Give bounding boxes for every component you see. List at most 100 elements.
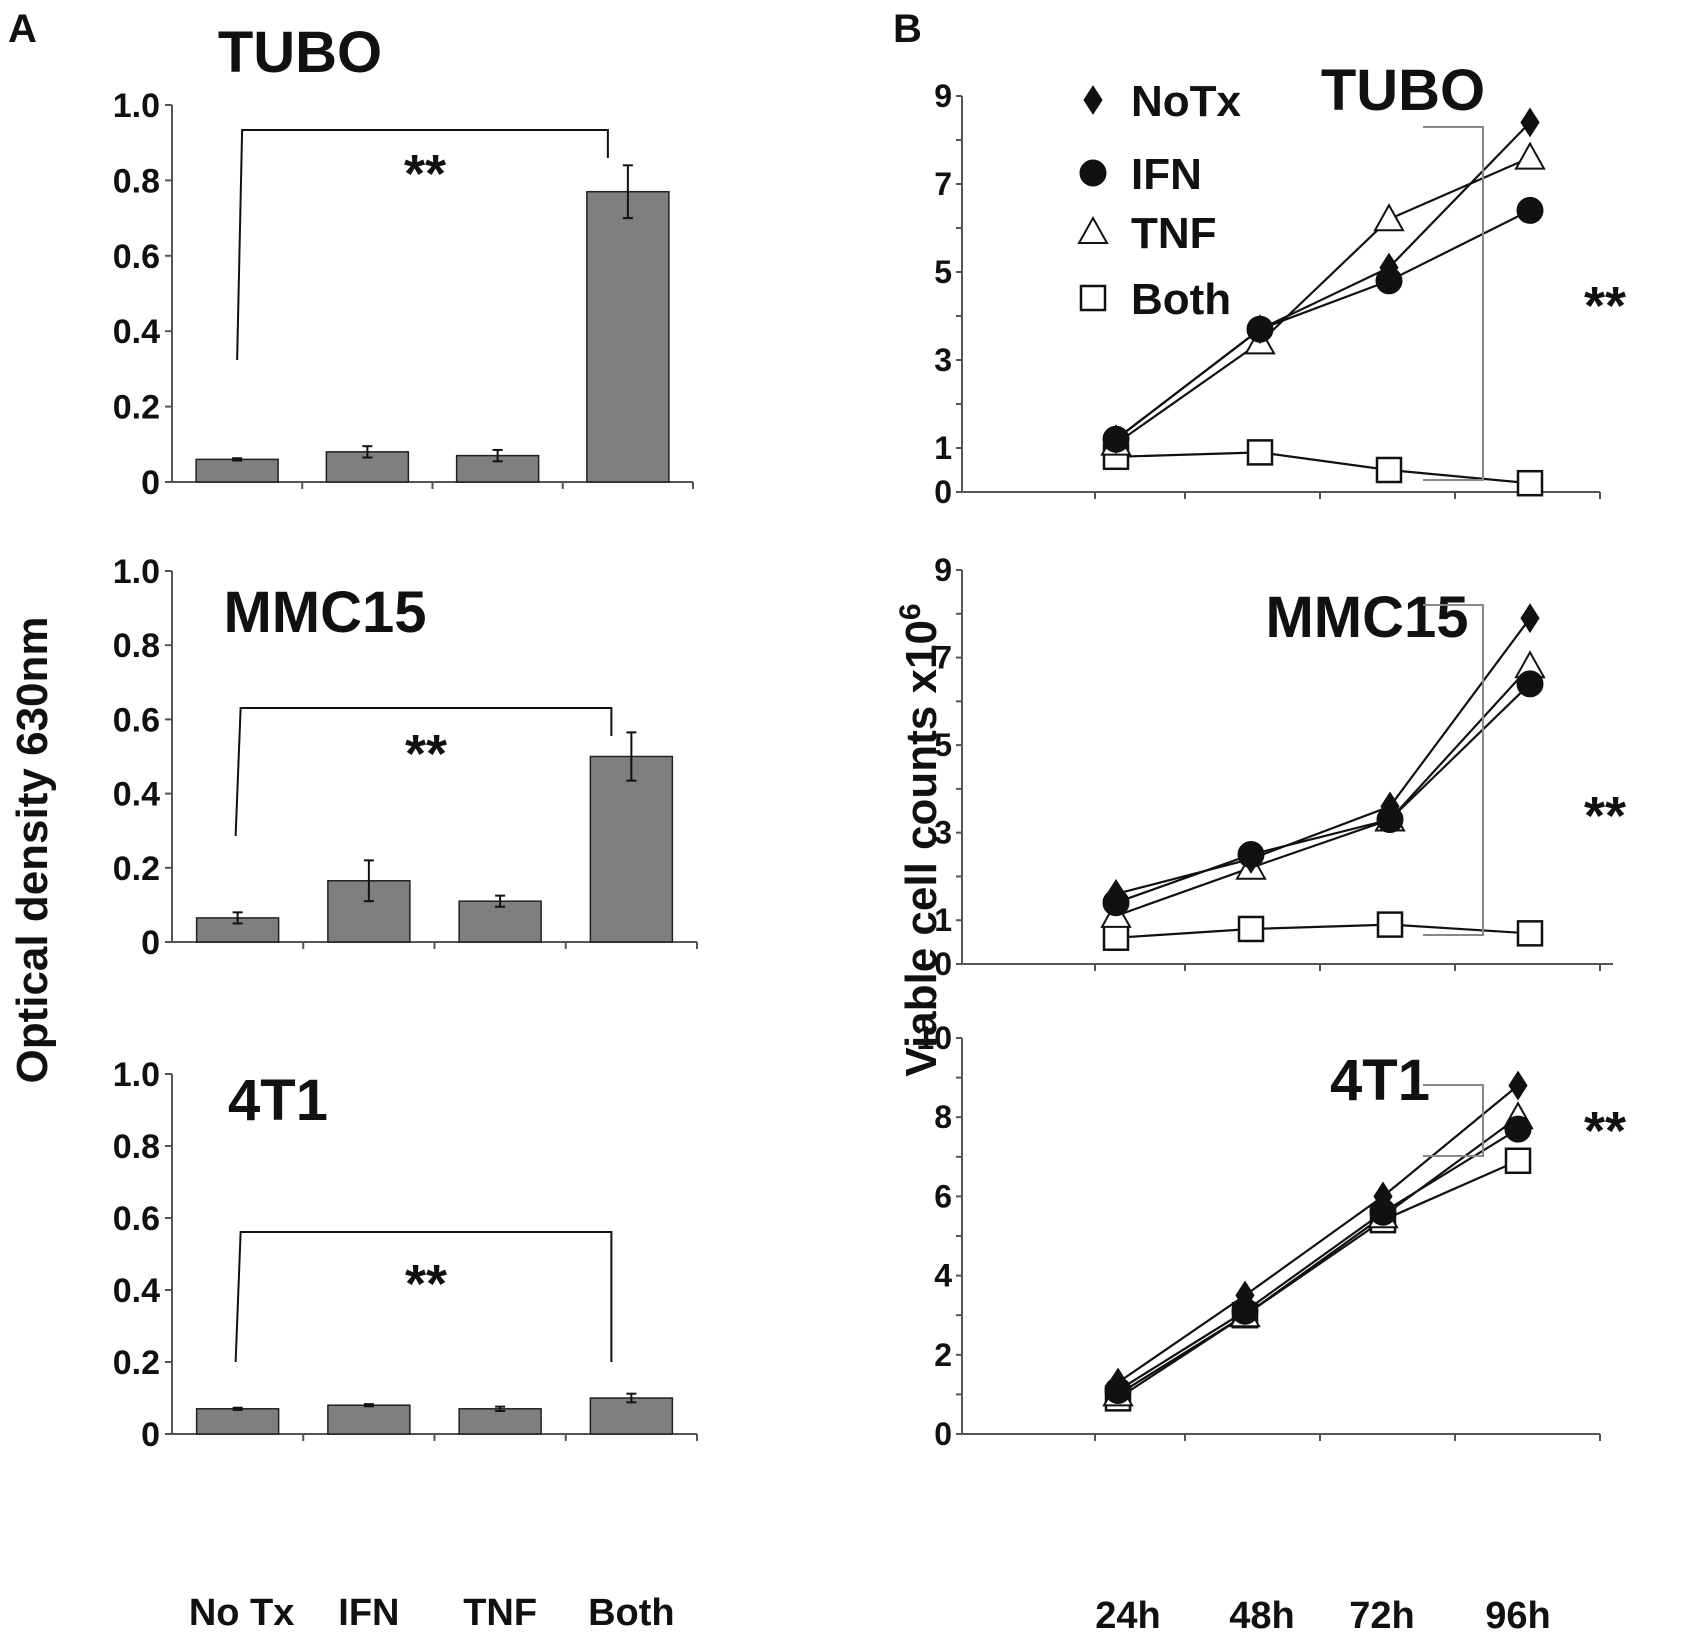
y-tick-label: 0 — [141, 1416, 160, 1454]
panel-a-y-axis-label: Optical density 630nm — [8, 616, 57, 1083]
bar-chart-title: MMC15 — [223, 580, 426, 645]
series-line-tnf — [1117, 1116, 1519, 1396]
y-tick-label: 4 — [934, 1258, 952, 1294]
series-line-both — [1115, 451, 1531, 485]
significance-bracket — [1423, 1084, 1484, 1157]
bar-both — [586, 190, 670, 483]
y-tick-label: 6 — [934, 1178, 952, 1214]
y-tick-label: 0.4 — [113, 776, 160, 814]
series-line-tnf — [1115, 665, 1531, 917]
point-both — [1375, 456, 1403, 484]
y-tick-label: 0.8 — [113, 627, 160, 665]
x-category-label: IFN — [338, 1592, 399, 1634]
significance-stars: ** — [405, 1254, 447, 1314]
y-tick-label: 0.6 — [113, 1200, 160, 1238]
series-line-ifn — [1115, 683, 1531, 904]
bar-chart-tubo: TUBO 0 0.2 0.4 0.6 0.8 1.0 ** — [113, 20, 694, 502]
y-tick-label: 0 — [934, 474, 952, 510]
x-category-label: No Tx — [189, 1592, 295, 1634]
point-tnf — [1373, 203, 1405, 232]
line-chart-title: TUBO — [1321, 58, 1485, 123]
point-notx — [1520, 107, 1540, 138]
y-tick-label: 0.8 — [113, 1128, 160, 1166]
y-tick-label: 7 — [934, 640, 952, 676]
line-chart-title: 4T1 — [1330, 1048, 1430, 1113]
significance-stars: ** — [405, 724, 447, 784]
y-tick-label: 3 — [934, 342, 952, 378]
series-line-tnf — [1115, 156, 1531, 445]
y-tick-label: 9 — [934, 552, 952, 588]
y-tick-label: 7 — [934, 166, 952, 202]
bar-chart-title: 4T1 — [228, 1068, 328, 1133]
legend: NoTx IFN TNF Both — [1077, 77, 1242, 324]
x-category-label: Both — [588, 1592, 675, 1634]
point-notx — [1108, 1367, 1128, 1398]
significance-stars: ** — [1584, 1101, 1626, 1161]
y-tick-label: 0 — [141, 924, 160, 962]
bar-tnf — [458, 900, 542, 943]
point-notx — [1520, 603, 1540, 634]
y-tick-label: 1.0 — [113, 1056, 160, 1094]
x-time-label: 24h — [1095, 1595, 1160, 1637]
bar-tnf — [458, 1408, 542, 1435]
significance-bracket — [1423, 604, 1484, 936]
y-tick-label: 10 — [916, 1020, 952, 1056]
y-tick-label: 1.0 — [113, 87, 160, 125]
point-both — [1237, 915, 1265, 943]
series-line-ifn — [1117, 1128, 1519, 1392]
panel-b-y-axis-label-main: Viable cell counts x10 — [897, 620, 946, 1077]
y-tick-label: 0 — [934, 946, 952, 982]
significance-bracket — [236, 129, 609, 361]
y-tick-label: 0.8 — [113, 162, 160, 200]
y-tick-label: 0.4 — [113, 313, 160, 351]
series-line-notx — [1115, 617, 1531, 896]
legend-marker-both — [1079, 284, 1107, 312]
significance-bracket — [1423, 126, 1484, 481]
y-tick-label: 8 — [934, 1099, 952, 1135]
y-tick-label: 3 — [934, 815, 952, 851]
series-line-both — [1115, 923, 1531, 939]
point-notx — [1106, 424, 1126, 455]
point-notx — [1250, 314, 1270, 345]
y-tick-label: 5 — [934, 727, 952, 763]
x-category-label: TNF — [463, 1592, 537, 1634]
line-chart-title: MMC15 — [1265, 585, 1468, 650]
point-both — [1376, 911, 1404, 938]
y-tick-label: 1.0 — [113, 553, 160, 591]
bar-no-tx — [195, 458, 279, 483]
series-line-notx — [1117, 1084, 1519, 1384]
point-notx — [1379, 252, 1399, 283]
bar-chart-title: TUBO — [218, 20, 382, 85]
y-tick-label: 5 — [934, 254, 952, 290]
point-both — [1504, 1147, 1532, 1175]
y-tick-label: 0.2 — [113, 850, 160, 888]
y-tick-label: 0.2 — [113, 1344, 160, 1382]
bar-both — [589, 1397, 674, 1435]
point-ifn — [1516, 670, 1544, 698]
significance-stars: ** — [1584, 786, 1626, 846]
point-notx — [1241, 844, 1261, 874]
panel-b-y-axis-label-superscript: 6 — [894, 603, 927, 620]
y-tick-label: 0.6 — [113, 701, 160, 739]
legend-label: NoTx — [1131, 77, 1242, 126]
series-line-notx — [1115, 121, 1531, 441]
point-ifn — [1516, 196, 1544, 224]
y-tick-label: 0.4 — [113, 1272, 160, 1310]
y-tick-label: 0 — [141, 464, 160, 502]
y-tick-label: 0.2 — [113, 389, 160, 427]
point-notx — [1235, 1280, 1255, 1311]
bar-ifn — [327, 1404, 411, 1435]
y-tick-label: 2 — [934, 1337, 952, 1373]
line-chart-mmc15: MMC15 0 1 3 5 7 9 ** — [934, 552, 1626, 982]
point-notx — [1508, 1070, 1528, 1101]
point-both — [1516, 920, 1544, 947]
y-tick-label: 1 — [934, 902, 952, 938]
point-tnf — [1514, 141, 1546, 170]
y-tick-label: 0 — [934, 1416, 952, 1452]
y-tick-label: 1 — [934, 430, 952, 466]
legend-label: TNF — [1131, 209, 1217, 258]
point-notx — [1380, 791, 1400, 822]
legend-marker-tnf — [1077, 215, 1109, 244]
x-time-label: 96h — [1485, 1595, 1550, 1637]
